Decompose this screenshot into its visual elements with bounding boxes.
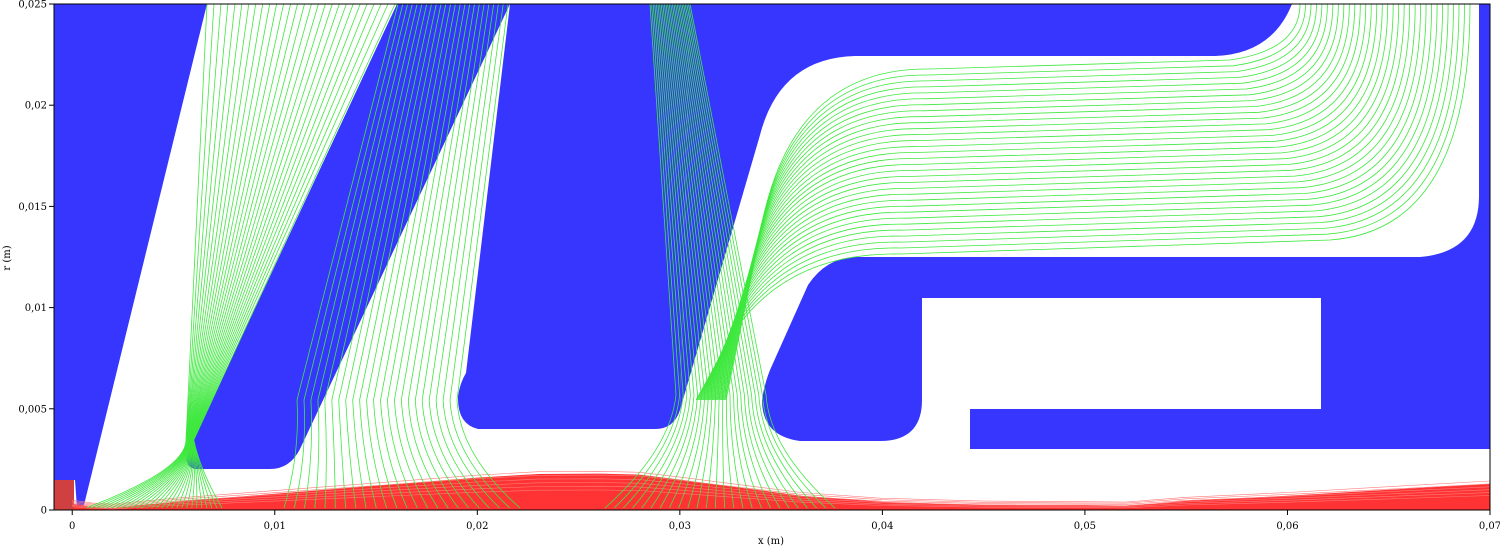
y-tick-label: 0,015 xyxy=(18,202,47,213)
beam-source xyxy=(54,480,74,510)
x-tick-label: 0,04 xyxy=(871,521,893,532)
y-tick-label: 0,005 xyxy=(18,404,47,415)
x-tick-label: 0 xyxy=(69,521,75,532)
x-tick-label: 0,01 xyxy=(264,521,286,532)
y-axis-label: r (m) xyxy=(2,245,13,270)
x-tick-label: 0,02 xyxy=(466,521,488,532)
x-tick-label: 0,06 xyxy=(1276,521,1298,532)
y-tick-label: 0,025 xyxy=(18,0,47,11)
y-tick-label: 0 xyxy=(41,506,47,517)
x-tick-label: 0,07 xyxy=(1479,521,1500,532)
x-tick-label: 0,03 xyxy=(669,521,691,532)
y-tick-label: 0,02 xyxy=(25,101,47,112)
y-tick-label: 0,01 xyxy=(25,303,47,314)
y-axis-ticks: 0 0,005 0,01 0,015 0,02 0,025 xyxy=(18,0,54,517)
x-axis-label: x (m) xyxy=(758,536,784,547)
x-tick-label: 0,05 xyxy=(1074,521,1096,532)
